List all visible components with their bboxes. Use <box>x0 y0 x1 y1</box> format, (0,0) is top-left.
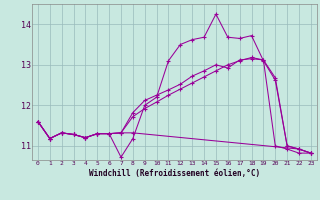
X-axis label: Windchill (Refroidissement éolien,°C): Windchill (Refroidissement éolien,°C) <box>89 169 260 178</box>
